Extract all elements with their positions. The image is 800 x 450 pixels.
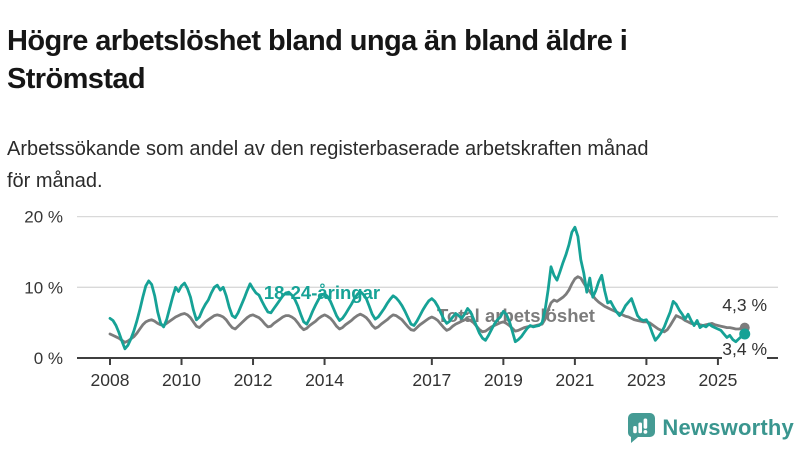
x-axis-tick-label: 2008: [91, 370, 130, 390]
series-end-value-label-0: 4,3 %: [722, 295, 767, 315]
brand-name: Newsworthy: [662, 414, 794, 440]
page-title: Högre arbetslöshet bland unga än bland ä…: [7, 25, 628, 95]
x-axis-tick-label: 2010: [162, 370, 201, 390]
x-axis-tick-label: 2014: [305, 370, 344, 390]
x-axis-tick-label: 2025: [698, 370, 737, 390]
unemployment-line-chart: 0 % 10 % 20 % 2008 2010 2012 2014 2017 2019 2021 2…: [24, 208, 778, 390]
series-line-0: [108, 275, 747, 344]
series-label-0: Total arbetslöshet: [437, 305, 595, 326]
series-end-dot-1: [739, 328, 751, 340]
y-axis-tick-label: 10 %: [24, 278, 63, 297]
x-axis-tick-label: 2012: [234, 370, 273, 390]
series-label-1: 18-24-åringar: [264, 282, 380, 303]
chart-subtitle: Arbetssökande som andel av den registerb…: [7, 138, 649, 192]
y-axis-tick-label: 0 %: [34, 349, 63, 368]
bar-chart-speech-bubble-icon: [628, 413, 656, 443]
series-end-value-label-1: 3,4 %: [722, 339, 767, 359]
x-axis-tick-label: 2021: [555, 370, 594, 390]
series-line-1: [108, 225, 747, 351]
x-axis-tick-label: 2019: [484, 370, 523, 390]
newsworthy-logo: Newsworthy: [627, 412, 794, 443]
y-axis-tick-label: 20 %: [24, 208, 63, 227]
x-axis-tick-label: 2017: [412, 370, 451, 390]
x-axis-tick-label: 2023: [627, 370, 666, 390]
